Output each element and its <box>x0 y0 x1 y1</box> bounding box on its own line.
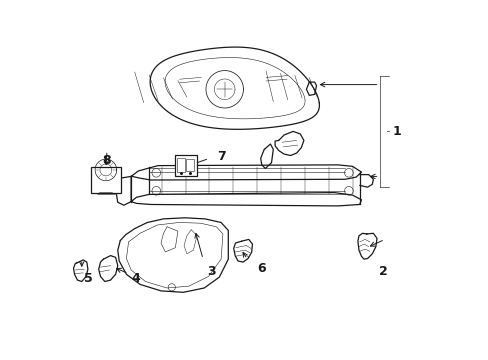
Text: 5: 5 <box>84 273 93 285</box>
Polygon shape <box>306 82 316 95</box>
FancyBboxPatch shape <box>185 159 193 171</box>
Polygon shape <box>118 218 228 292</box>
Text: 3: 3 <box>206 265 215 278</box>
Polygon shape <box>150 47 319 129</box>
Text: 6: 6 <box>257 262 265 275</box>
Polygon shape <box>131 165 361 180</box>
FancyBboxPatch shape <box>175 155 196 176</box>
FancyBboxPatch shape <box>177 158 185 172</box>
Text: 7: 7 <box>217 150 226 163</box>
Text: 4: 4 <box>131 273 140 285</box>
Polygon shape <box>359 175 373 187</box>
Polygon shape <box>99 256 118 282</box>
Polygon shape <box>275 131 303 156</box>
Polygon shape <box>260 144 273 168</box>
Text: 8: 8 <box>102 154 111 167</box>
Text: 1: 1 <box>392 125 401 138</box>
Polygon shape <box>131 193 361 206</box>
Text: 2: 2 <box>379 265 387 278</box>
Polygon shape <box>357 233 376 259</box>
Polygon shape <box>73 260 88 282</box>
Polygon shape <box>233 239 252 262</box>
Polygon shape <box>115 176 131 205</box>
FancyBboxPatch shape <box>91 167 121 193</box>
